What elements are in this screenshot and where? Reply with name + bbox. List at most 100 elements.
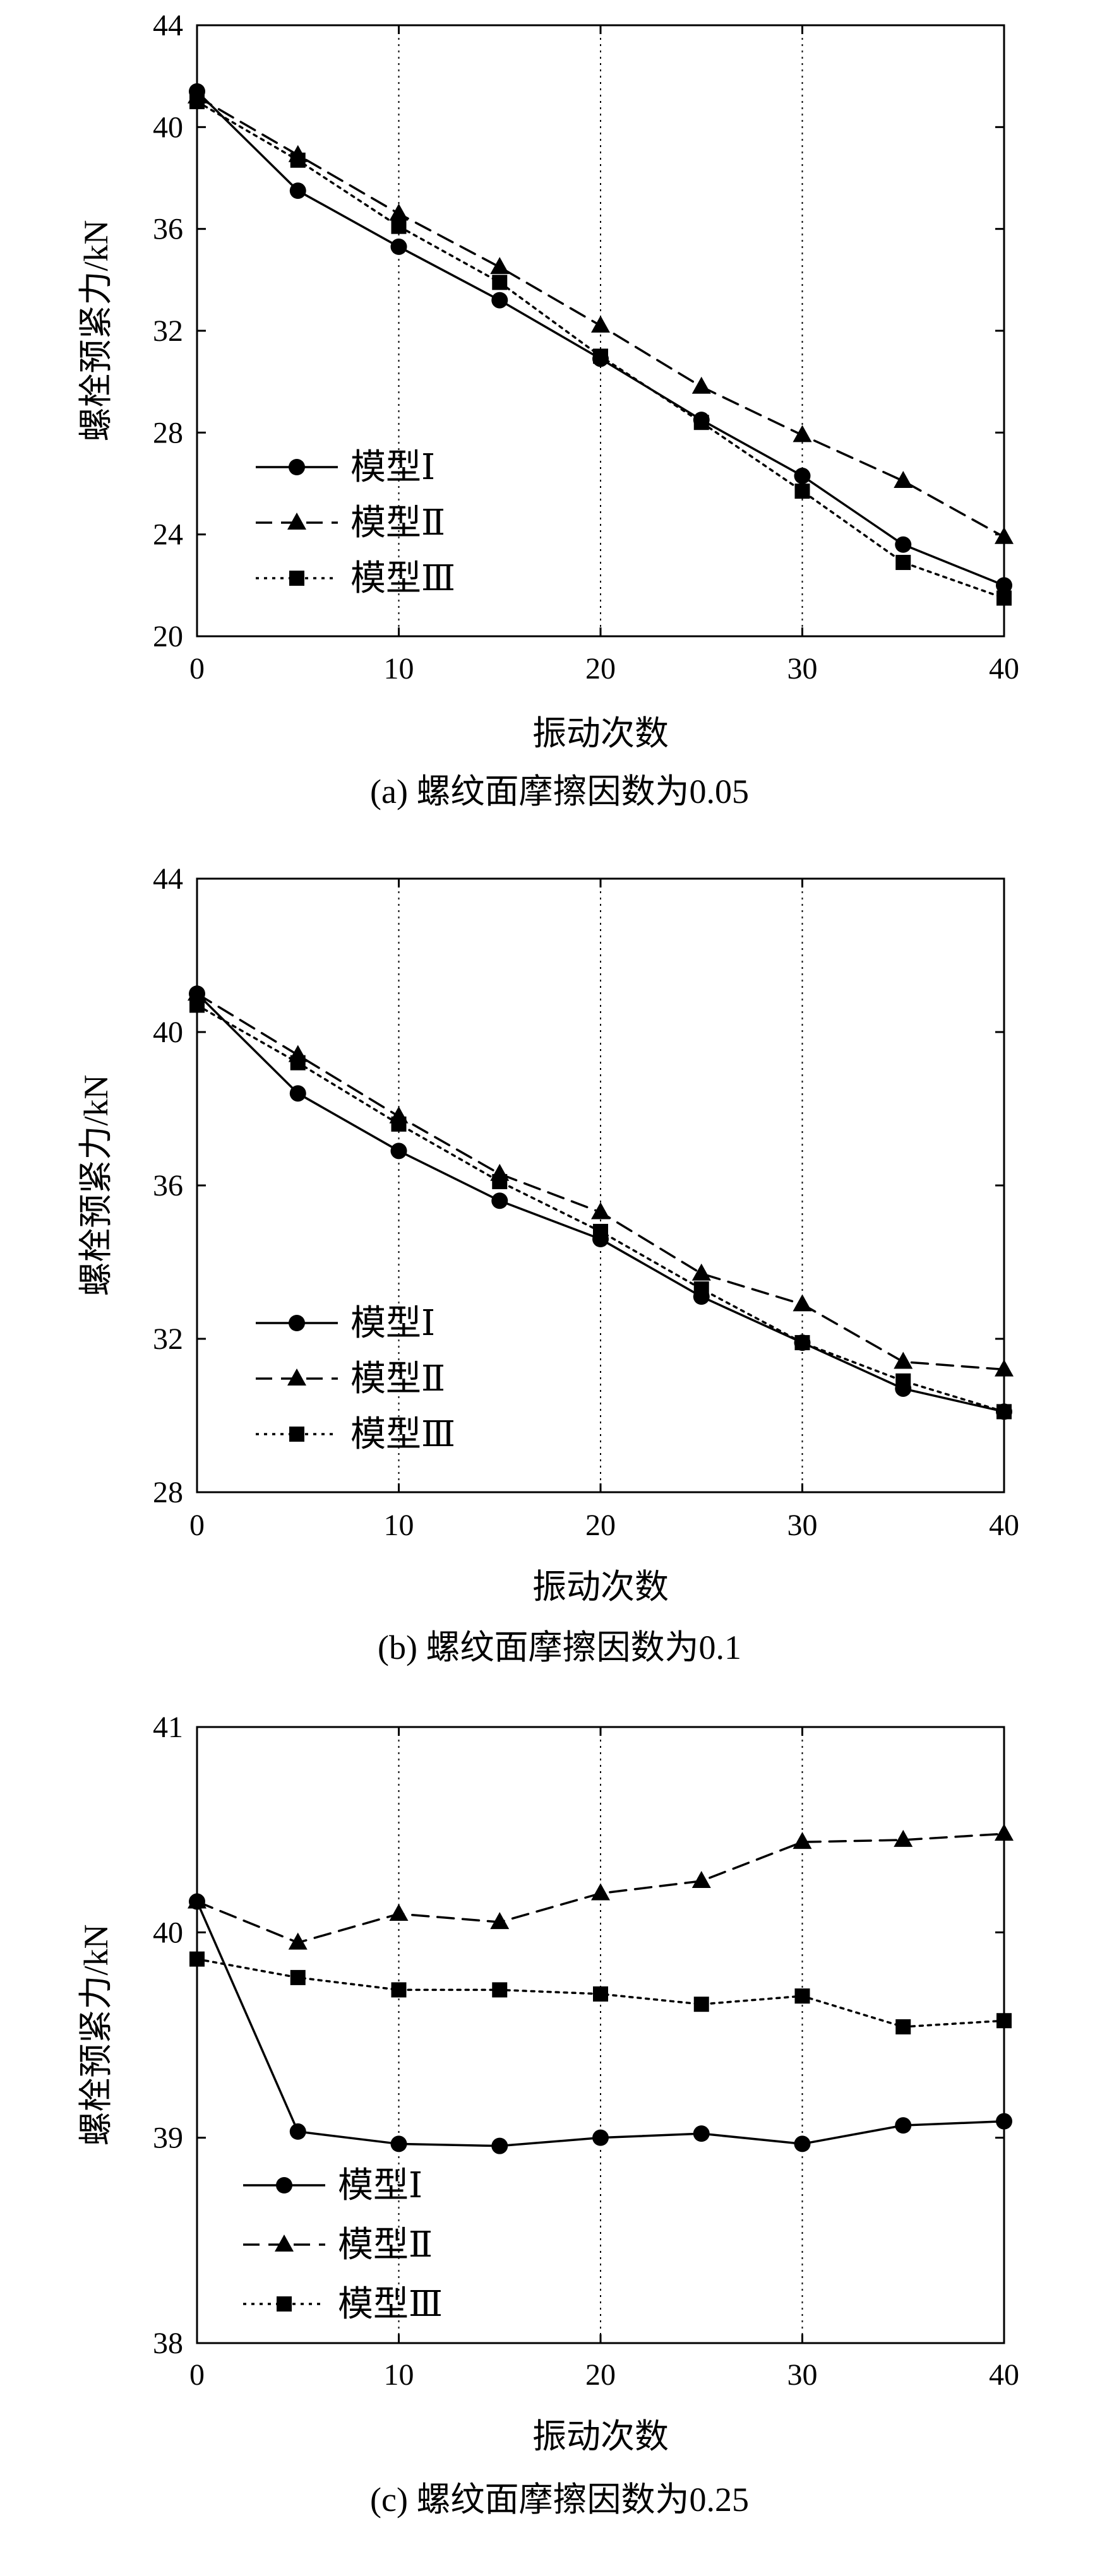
data-point (492, 1982, 508, 1998)
y-tick-label: 38 (153, 2327, 183, 2360)
grid-lines (398, 25, 803, 636)
chart-a: 0 10 20 30 4020242832364044振动次数螺栓预紧力/kN模型Ⅰ模型… (77, 9, 1019, 810)
data-point (693, 1281, 709, 1297)
data-point (995, 1359, 1014, 1377)
x-axis-title: 振动次数 (532, 715, 669, 752)
legend-label: 模型Ⅱ (350, 504, 445, 543)
legend: 模型Ⅰ 模型Ⅱ 模型Ⅲ (243, 2166, 443, 2324)
x-tick-label: 20 (585, 1509, 616, 1542)
data-point (793, 425, 812, 442)
data-point (189, 1951, 205, 1967)
data-point (894, 1829, 913, 1847)
legend-label: 模型Ⅰ (350, 448, 435, 487)
plot-frame (196, 1726, 1005, 2344)
legend-marker (287, 1368, 306, 1386)
x-tick-label: 0 (189, 1509, 205, 1542)
y-tick-label: 32 (153, 314, 183, 348)
data-point (794, 467, 811, 484)
legend: 模型Ⅰ 模型Ⅱ 模型Ⅲ (256, 448, 455, 598)
x-tick-label: 30 (787, 652, 818, 686)
chart-panel-c: 0 10 20 30 40 38 39 40 41 振动次数 螺栓预紧力/kN 模型Ⅰ 模型Ⅱ 模型Ⅲ (c… (0, 1711, 1119, 2573)
y-tick-label: 41 (153, 1717, 183, 1744)
y-tick-label: 32 (153, 1322, 183, 1356)
series-1 (189, 83, 1012, 594)
data-point (490, 257, 510, 275)
data-point (389, 1904, 409, 1921)
x-tick-label: 40 (989, 2358, 1019, 2392)
data-point (691, 1871, 711, 1888)
series-2 (188, 983, 1014, 1377)
data-point (894, 1351, 913, 1369)
data-point (996, 577, 1012, 594)
y-tick-label: 36 (153, 213, 183, 246)
legend-marker (276, 2177, 292, 2193)
y-tick-label: 28 (153, 416, 183, 449)
legend-marker (275, 2235, 294, 2252)
series-3 (189, 997, 1012, 1420)
legend-label: 模型Ⅰ (338, 2166, 422, 2205)
legend-label: 模型Ⅲ (338, 2285, 443, 2324)
y-tick-label: 28 (153, 1476, 183, 1509)
series-2 (188, 1824, 1014, 1950)
data-point (591, 1883, 610, 1901)
y-tick-label: 39 (153, 2122, 183, 2155)
data-point (593, 1986, 608, 2002)
x-tick-label: 0 (189, 2358, 205, 2392)
data-point (290, 152, 306, 168)
data-point (995, 1824, 1014, 1841)
y-tick-label: 44 (153, 9, 183, 42)
data-point (389, 203, 409, 221)
legend-marker (289, 459, 305, 475)
x-tick-label: 30 (787, 2358, 818, 2392)
data-point (895, 1373, 911, 1389)
data-point (289, 2123, 306, 2140)
data-point (996, 1404, 1012, 1420)
data-point (189, 94, 205, 109)
data-point (996, 2013, 1012, 2029)
x-tick-label: 20 (585, 2358, 616, 2392)
data-point (794, 1335, 810, 1351)
data-point (492, 275, 508, 290)
y-tick-label: 40 (153, 1016, 183, 1049)
grid-lines (398, 879, 803, 1492)
data-point (793, 1294, 812, 1312)
y-axis-title: 螺栓预紧力/kN (77, 220, 115, 442)
legend-marker (277, 2296, 292, 2312)
y-tick-label: 36 (153, 1169, 183, 1202)
data-point (290, 1055, 306, 1071)
legend-marker (289, 571, 304, 586)
y-tick-label: 40 (153, 1916, 183, 1949)
data-point (188, 1891, 206, 1909)
y-axis-title: 螺栓预紧力/kN (77, 1925, 115, 2146)
legend-marker (289, 1427, 304, 1442)
legend: 模型Ⅰ 模型Ⅱ 模型Ⅲ (256, 1304, 455, 1454)
x-tick-label: 40 (989, 652, 1019, 686)
series-3 (189, 94, 1012, 606)
data-point (491, 1192, 508, 1209)
y-axis-title: 螺栓预紧力/kN (77, 1075, 115, 1297)
x-axis-title: 振动次数 (532, 1568, 669, 1606)
data-point (591, 315, 610, 333)
x-tick-label: 30 (787, 1509, 818, 1542)
data-point (288, 1932, 308, 1950)
data-point (189, 997, 205, 1013)
legend-label: 模型Ⅲ (350, 1415, 455, 1454)
plot-frame (196, 877, 1005, 1493)
data-point (491, 2137, 508, 2154)
figure-caption: (c) 螺纹面摩擦因数为0.25 (370, 2481, 749, 2519)
data-point (390, 2135, 407, 2152)
y-tick-label: 20 (153, 620, 183, 653)
x-tick-label: 10 (384, 652, 414, 686)
data-point (996, 590, 1012, 606)
data-point (793, 1832, 812, 1849)
legend-label: 模型Ⅲ (350, 559, 455, 598)
data-point (593, 348, 608, 364)
y-tick-label: 24 (153, 518, 183, 552)
data-point (895, 2117, 912, 2134)
data-point (691, 376, 711, 394)
figure-caption: (b) 螺纹面摩擦因数为0.1 (378, 1629, 741, 1666)
legend-marker (287, 513, 306, 530)
legend-label: 模型Ⅱ (338, 2226, 433, 2265)
legend-marker (289, 1315, 305, 1331)
x-tick-label: 40 (989, 1509, 1019, 1542)
